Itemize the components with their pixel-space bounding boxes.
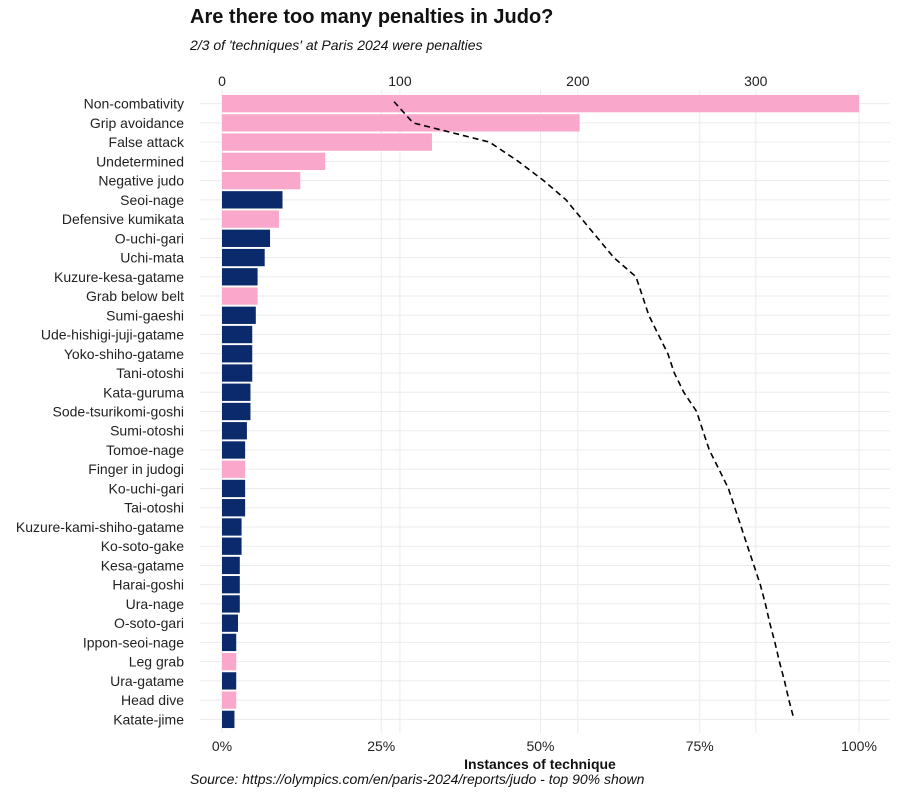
category-label: Sode-tsurikomi-goshi	[53, 404, 185, 420]
bar-katate-jime	[222, 710, 235, 729]
top-axis: 0 100 200 300	[218, 73, 768, 89]
category-label: Harai-goshi	[112, 577, 184, 593]
bar-kuzure-kami-shiho-gatame	[222, 518, 242, 536]
bottom-axis-tick-label: 25%	[367, 738, 395, 754]
bar-ura-nage	[222, 595, 240, 613]
bar-non-combativity	[222, 94, 859, 113]
category-label: Kuzure-kesa-gatame	[54, 269, 184, 285]
bottom-axis-tick-label: 100%	[841, 738, 877, 754]
bar-undetermined	[222, 152, 326, 171]
category-label: Leg grab	[129, 654, 184, 670]
category-label: Defensive kumikata	[62, 211, 184, 227]
bar-ko-uchi-gari	[222, 479, 246, 498]
bar-defensive-kumikata	[222, 210, 279, 228]
bar-sumi-otoshi	[222, 422, 247, 440]
bar-o-uchi-gari	[222, 229, 271, 247]
category-label: Ippon-seoi-nage	[83, 634, 184, 650]
category-label: Yoko-shiho-gatame	[64, 346, 184, 362]
top-axis-tick-label: 200	[566, 73, 590, 89]
top-axis-tick-label: 0	[218, 73, 226, 89]
bar-kata-guruma	[222, 383, 251, 401]
bottom-axis-tick-label: 0%	[212, 738, 232, 754]
bar-kesa-gatame	[222, 556, 240, 575]
category-label: Seoi-nage	[120, 192, 184, 208]
category-label: Negative judo	[98, 173, 184, 189]
x-axis-label: Instances of technique	[464, 756, 616, 772]
category-label: Ko-soto-gake	[101, 538, 184, 554]
cumulative-line-group	[393, 101, 795, 720]
bar-harai-goshi	[222, 576, 240, 594]
category-label: False attack	[109, 134, 185, 150]
bar-sode-tsurikomi-goshi	[222, 402, 251, 421]
bar-kuzure-kesa-gatame	[222, 268, 258, 286]
category-label: Grip avoidance	[90, 115, 184, 131]
bar-finger-in-judogi	[222, 460, 246, 478]
category-label: Ude-hishigi-juji-gatame	[41, 327, 184, 343]
top-axis-tick-label: 100	[388, 73, 412, 89]
category-label: Sumi-otoshi	[110, 423, 184, 439]
category-label: Ura-gatame	[110, 673, 184, 689]
bar-o-soto-gari	[222, 614, 239, 632]
grid-lines	[200, 90, 890, 733]
category-labels: Non-combativity Grip avoidance False attac…	[16, 96, 185, 728]
bar-grip-avoidance	[222, 114, 580, 132]
category-label: Undetermined	[96, 153, 184, 169]
bars	[222, 94, 859, 729]
bar-negative-judo	[222, 171, 301, 190]
chart-subtitle: 2/3 of 'techniques' at Paris 2024 were p…	[190, 37, 483, 53]
bar-grab-below-belt	[222, 287, 258, 305]
bar-ippon-seoi-nage	[222, 633, 237, 652]
category-label: Ko-uchi-gari	[109, 480, 184, 496]
bar-seoi-nage	[222, 191, 283, 209]
category-label: Kuzure-kami-shiho-gatame	[16, 519, 184, 535]
bar-uchi-mata	[222, 248, 265, 267]
category-label: Katate-jime	[113, 711, 184, 727]
category-label: Kesa-gatame	[101, 557, 184, 573]
bar-tomoe-nage	[222, 441, 246, 459]
category-label: Kata-guruma	[103, 384, 184, 400]
bar-yoko-shiho-gatame	[222, 345, 253, 363]
bar-tani-otoshi	[222, 364, 253, 382]
bar-ko-soto-gake	[222, 537, 242, 555]
category-label: Tomoe-nage	[106, 442, 184, 458]
category-label: Tani-otoshi	[116, 365, 184, 381]
category-label: Ura-nage	[126, 596, 185, 612]
category-label: Finger in judogi	[88, 461, 184, 477]
cumulative-share-line	[393, 101, 795, 720]
bar-false-attack	[222, 133, 432, 151]
chart-caption: Source: https://olympics.com/en/paris-20…	[190, 771, 645, 787]
bar-ura-gatame	[222, 672, 237, 690]
chart-title: Are there too many penalties in Judo?	[190, 6, 554, 28]
bottom-axis-tick-label: 50%	[526, 738, 554, 754]
category-label: Uchi-mata	[120, 250, 184, 266]
bottom-axis-tick-label: 75%	[686, 738, 714, 754]
category-label: O-soto-gari	[114, 615, 184, 631]
bar-leg-grab	[222, 652, 237, 671]
bar-head-dive	[222, 691, 237, 709]
category-label: O-uchi-gari	[115, 230, 184, 246]
category-label: Grab below belt	[86, 288, 184, 304]
category-label: Sumi-gaeshi	[106, 307, 184, 323]
bar-ude-hishigi-juji-gatame	[222, 325, 253, 344]
category-label: Head dive	[121, 692, 184, 708]
bar-tai-otoshi	[222, 499, 246, 517]
bottom-axis: 0% 25% 50% 75% 100%	[212, 738, 877, 754]
category-label: Non-combativity	[84, 96, 184, 112]
category-label: Tai-otoshi	[124, 500, 184, 516]
top-axis-tick-label: 300	[744, 73, 768, 89]
bar-sumi-gaeshi	[222, 306, 256, 324]
